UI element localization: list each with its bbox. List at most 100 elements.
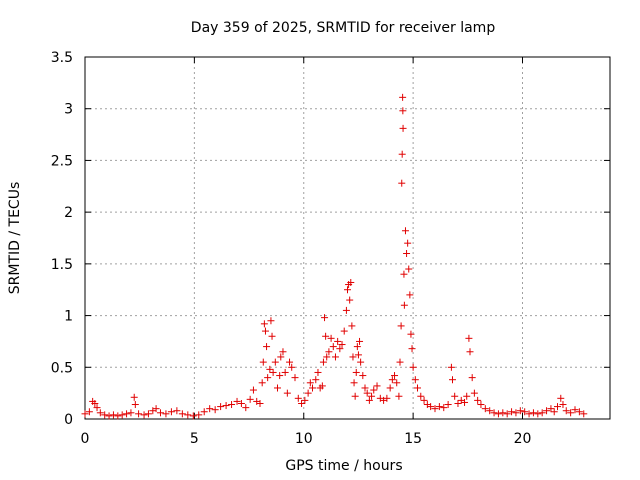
data-point (222, 402, 230, 410)
data-point (354, 351, 362, 359)
axis-ticks: 0 5 10 15 20 0 0.5 1 1.5 2 2.5 3 3.5 (51, 50, 610, 447)
data-point (271, 358, 279, 366)
data-point (562, 407, 570, 415)
data-point (258, 379, 266, 387)
data-point (370, 386, 378, 394)
data-point (319, 358, 327, 366)
data-point (344, 286, 351, 294)
data-point (228, 401, 236, 409)
data-point (283, 389, 291, 397)
data-point (477, 401, 485, 409)
data-point (314, 368, 322, 376)
y-tick-label: 0.5 (51, 360, 73, 376)
data-point (217, 403, 225, 411)
data-point (435, 403, 443, 411)
data-point (263, 343, 271, 351)
grid-lines (85, 57, 610, 419)
data-point (580, 410, 588, 418)
data-point (118, 411, 126, 419)
data-point (481, 405, 489, 413)
data-point (499, 409, 507, 417)
data-point (114, 412, 122, 420)
data-point (494, 410, 502, 418)
data-point (447, 363, 455, 371)
data-point (388, 376, 396, 384)
data-point (130, 393, 138, 401)
data-point (361, 384, 369, 392)
data-point (393, 379, 401, 387)
data-point (440, 404, 448, 412)
data-point (503, 410, 511, 418)
data-point (329, 343, 337, 351)
data-point (512, 409, 520, 417)
chart-title: Day 359 of 2025, SRMTID for receiver lam… (191, 20, 496, 36)
data-point (123, 410, 131, 418)
y-tick-label: 2 (64, 205, 73, 221)
data-point (276, 372, 284, 380)
data-point (399, 107, 407, 115)
data-point (304, 389, 312, 397)
data-point (490, 409, 498, 417)
data-point (474, 396, 482, 404)
data-point (81, 410, 89, 418)
data-point (461, 398, 469, 406)
data-point (85, 408, 93, 416)
data-point (431, 405, 439, 413)
data-point (93, 404, 101, 412)
data-point (127, 409, 135, 417)
data-point (396, 358, 404, 366)
data-point (404, 239, 412, 247)
data-point (178, 410, 186, 418)
data-point (233, 397, 241, 405)
y-tick-label: 1.5 (51, 257, 73, 273)
data-point (266, 365, 274, 373)
data-point (349, 353, 357, 361)
data-point (323, 353, 331, 361)
data-point (105, 412, 113, 420)
data-point (468, 374, 476, 382)
y-tick-label: 1 (64, 309, 73, 325)
data-point (281, 368, 289, 376)
x-tick-label: 20 (514, 431, 532, 447)
x-tick-label: 0 (81, 431, 90, 447)
data-point (246, 395, 254, 403)
data-point (327, 334, 335, 342)
data-point (403, 250, 411, 258)
data-point (420, 396, 428, 404)
data-point (338, 341, 346, 349)
data-point (167, 408, 175, 416)
data-point (189, 412, 197, 420)
data-point (140, 411, 148, 419)
data-point (427, 403, 435, 411)
data-point (173, 407, 181, 415)
data-point (260, 320, 268, 328)
data-point (567, 409, 575, 417)
data-point (259, 358, 267, 366)
data-point (529, 409, 537, 417)
data-point (414, 384, 421, 392)
x-tick-label: 5 (190, 431, 199, 447)
data-point (347, 278, 355, 286)
data-point (406, 291, 414, 299)
data-point (261, 327, 269, 335)
data-point (401, 227, 409, 235)
data-point (291, 374, 299, 382)
y-tick-label: 3.5 (51, 50, 73, 66)
data-point (399, 124, 407, 132)
data-point (417, 392, 425, 400)
data-point (325, 348, 333, 356)
data-point (398, 179, 406, 187)
data-point (363, 389, 371, 397)
y-axis-label: SRMTID / TECUs (7, 182, 23, 295)
data-point (301, 396, 309, 404)
data-point (395, 392, 403, 400)
data-point (321, 314, 329, 322)
data-point (322, 332, 330, 340)
data-point (465, 334, 473, 342)
data-point (444, 401, 452, 409)
data-point (184, 411, 192, 419)
data-point (288, 363, 296, 371)
data-point (336, 345, 344, 353)
data-point (516, 407, 524, 415)
x-axis-label: GPS time / hours (285, 458, 402, 474)
